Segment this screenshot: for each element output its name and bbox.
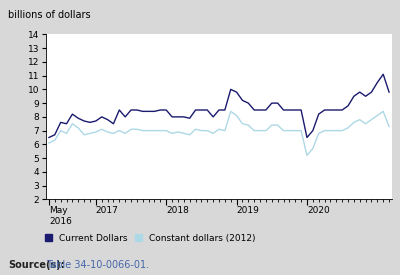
Legend: Current Dollars, Constant dollars (2012): Current Dollars, Constant dollars (2012): [44, 234, 256, 243]
Text: Source(s):: Source(s):: [8, 260, 65, 270]
Text: billions of dollars: billions of dollars: [8, 10, 91, 20]
Text: Table 34-10-0066-01.: Table 34-10-0066-01.: [46, 260, 149, 270]
